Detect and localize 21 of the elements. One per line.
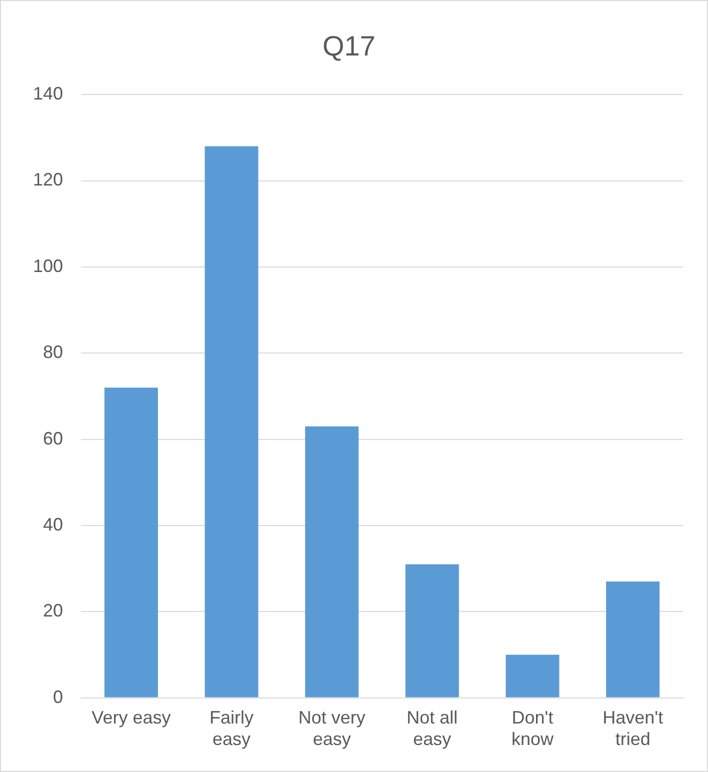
y-tick-label: 100 xyxy=(32,256,64,276)
y-tick-label: 60 xyxy=(43,428,64,448)
bar xyxy=(305,426,359,698)
y-tick-label: 120 xyxy=(32,170,64,190)
x-tick-label: Fairly easy xyxy=(210,708,254,750)
x-tick-label: Don't know xyxy=(511,708,555,750)
y-tick-label: 0 xyxy=(53,686,64,707)
bar xyxy=(104,388,158,698)
bar xyxy=(606,581,660,698)
x-tick-label: Not very easy xyxy=(298,708,366,750)
bar xyxy=(405,564,459,698)
bar xyxy=(204,146,258,698)
x-tick-label: Very easy xyxy=(92,708,171,728)
y-tick-label: 80 xyxy=(43,342,64,362)
chart-title: Q17 xyxy=(322,30,376,62)
y-tick-label: 40 xyxy=(43,514,64,534)
x-tick-label: Haven't tried xyxy=(602,708,664,750)
y-tick-label: 20 xyxy=(43,600,64,621)
bar xyxy=(506,654,560,698)
x-tick-label: Not all easy xyxy=(406,708,458,750)
y-tick-label: 140 xyxy=(32,84,64,104)
